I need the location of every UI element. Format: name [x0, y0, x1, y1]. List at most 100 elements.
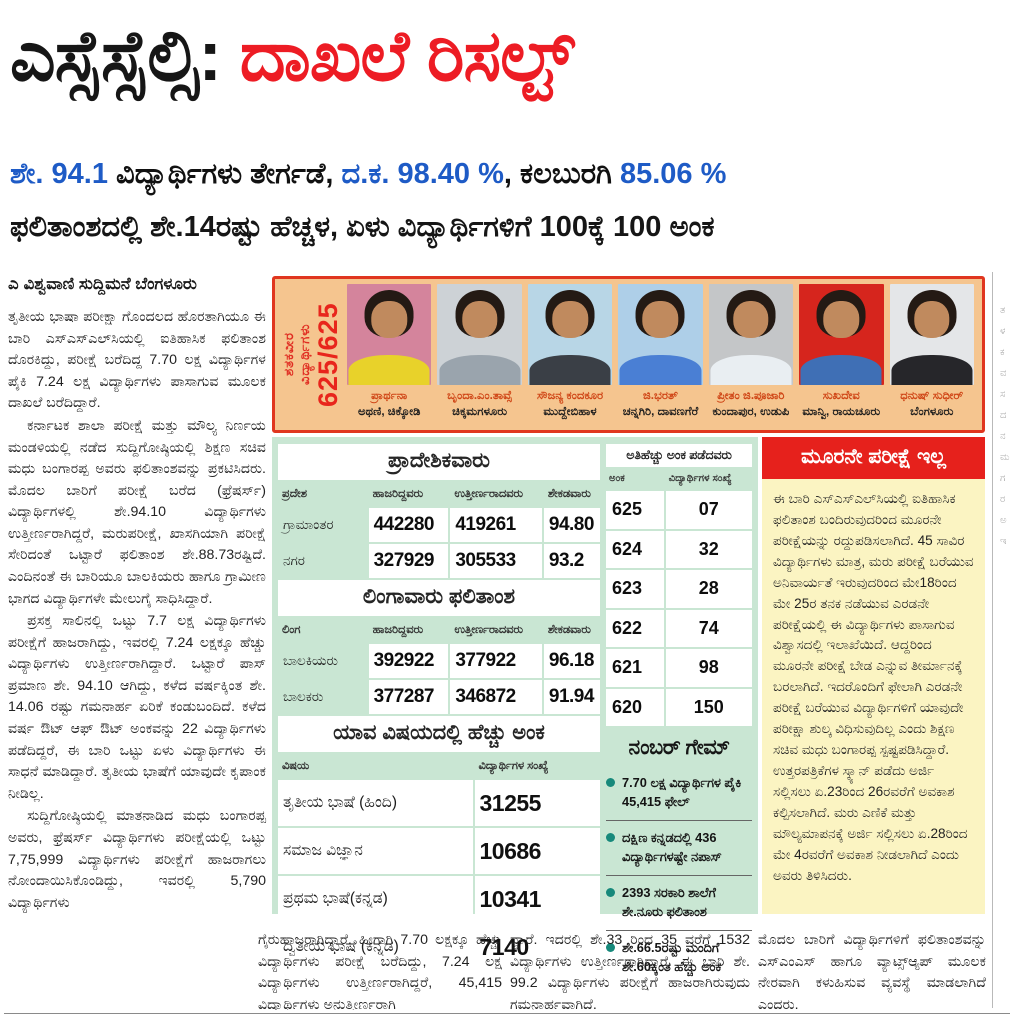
- table-cell: 10341: [474, 876, 600, 922]
- table-cell: 620: [606, 688, 664, 726]
- top-scores-table: ಅಂಕ ವಿದ್ಯಾರ್ಥಿಗಳ ಸಂಖ್ಯೆ 625 07 624 32 62…: [606, 469, 752, 726]
- student-name: ಬೃಂದಾ.ಎಂ.ತಾವ್ಸೆ: [447, 389, 513, 402]
- toppers-label-line1: ಶತಕವೀರ: [280, 332, 296, 377]
- student-photo: [437, 284, 522, 385]
- topper-student-card: ಸೌಜನ್ಯ ಕಂದಕೂರ ಮುದ್ದೇಬಿಹಾಳ: [525, 283, 615, 426]
- table-header-cell: ಉತ್ತೀರ್ಣರಾದವರು: [454, 623, 523, 636]
- bullet-icon: [606, 888, 615, 898]
- table-cell: 28: [665, 570, 752, 608]
- table-cell: 377287: [368, 680, 449, 714]
- subhead-kalaburagi-percent: 85.06 %: [619, 158, 727, 190]
- table-cell: 74: [665, 609, 752, 647]
- no-third-exam-title: ಮೂರನೇ ಪರೀಕ್ಷೆ ಇಲ್ಲ: [762, 437, 985, 479]
- no-third-exam-body: ಈ ಬಾರಿ ಎಸ್‌ಎಸ್‌ಎಲ್‌ಸಿಯಲ್ಲಿ ಐತಿಹಾಸಿಕ ಫಲಿತ…: [773, 491, 974, 883]
- article-bottom-column-2: ಗೈರುಹಾಜರಾಗಿದ್ದಾರೆ. ಹೀಗಾಗಿ 7.70 ಲಕ್ಷಕ್ಕೂ …: [258, 932, 502, 1010]
- subhead-pass-percent: ಶೇ. 94.1: [10, 158, 117, 190]
- toppers-vertical-label: ಶತಕವೀರ ವಿದ್ಯಾರ್ಥಿಗಳು 625/625: [280, 283, 344, 426]
- table-cell: 96.18: [543, 644, 600, 678]
- subjects-table-title: ಯಾವ ವಿಷಯದಲ್ಲಿ ಹೆಚ್ಚು ಅಂಕ: [278, 716, 600, 752]
- article-paragraph: ಪ್ರಸಕ್ತ ಸಾಲಿನಲ್ಲಿ ಒಟ್ಟು 7.7 ಲಕ್ಷ ವಿದ್ಯಾರ…: [8, 613, 266, 802]
- table-header-cell: ವಿಷಯ: [282, 759, 310, 772]
- table-cell: 32: [665, 530, 752, 568]
- table-cell: ತೃತೀಯ ಭಾಷೆ (ಹಿಂದಿ): [278, 780, 473, 826]
- student-name: ಸುಖದೇವ: [822, 389, 860, 402]
- bottom-rule: [4, 1013, 1010, 1014]
- number-game-text: ಶೇ.66.5ರಷ್ಟು ಮಂದಿಗೆ ಶೇ.60ಕ್ಕಿಂತ ಹೆಚ್ಚು ಅ…: [622, 940, 722, 974]
- table-cell: ದ್ವಿತೀಯ ಭಾಷೆ (ಕನ್ನಡ): [278, 924, 473, 970]
- article-bottom-column-3: ದ್ದಾರೆ. ಇದರಲ್ಲಿ ಶೇ.33 ರಿಂದ 35 ವರೆಗೆ 1532…: [510, 932, 750, 1010]
- student-place: ಚನ್ನಗಿರಿ, ದಾವಣಗೆರೆ: [622, 405, 699, 418]
- byline: ಎ ವಿಶ್ವವಾಣಿ ಸುದ್ದಿಮನೆ ಬೆಂಗಳೂರು: [8, 272, 266, 297]
- article-left-column: ಎ ವಿಶ್ವವಾಣಿ ಸುದ್ದಿಮನೆ ಬೆಂಗಳೂರು ತೃತೀಯ ಭಾಷಾ…: [8, 270, 266, 1010]
- table-cell: 31255: [474, 780, 600, 826]
- no-third-exam-box: ಮೂರನೇ ಪರೀಕ್ಷೆ ಇಲ್ಲ ಈ ಬಾರಿ ಎಸ್‌ಎಸ್‌ಎಲ್‌ಸಿ…: [762, 437, 985, 914]
- student-photo: [618, 284, 703, 385]
- table-cell: 91.94: [543, 680, 600, 714]
- regional-table-title: ಪ್ರಾದೇಶಿಕವಾರು: [278, 444, 600, 480]
- student-name: ಧನುಷ್ ಸುಧೀರ್: [900, 389, 964, 402]
- table-cell: 7140: [474, 924, 600, 970]
- statistics-tables-column: ಪ್ರಾದೇಶಿಕವಾರು ಪ್ರದೇಶ ಹಾಜರಿದ್ದವರು ಉತ್ತೀರ್…: [278, 444, 600, 972]
- table-cell: 150: [665, 688, 752, 726]
- article-paragraph: ತೃತೀಯ ಭಾಷಾ ಪರೀಕ್ಷಾ ಗೊಂದಲದ ಹೊರತಾಗಿಯೂ ಈ ಬಾ…: [8, 309, 266, 412]
- student-photo: [347, 284, 432, 385]
- student-name: ಸೌಜನ್ಯ ಕಂದಕೂರ: [536, 389, 604, 402]
- table-cell: 94.80: [543, 508, 600, 542]
- number-game-text: 2393 ಸರಕಾರಿ ಶಾಲೆಗೆ ಶೇ.ನೂರು ಫಲಿತಾಂಶ: [622, 885, 716, 919]
- topper-student-card: ಬೃಂದಾ.ಎಂ.ತಾವ್ಸೆ ಚಿಕ್ಕಮಗಳೂರು: [434, 283, 524, 426]
- number-game-item: ದಕ್ಷಿಣ ಕನ್ನಡದಲ್ಲಿ 436 ವಿದ್ಯಾರ್ಥಿಗಳಷ್ಟೇ ನ…: [606, 821, 752, 877]
- regional-table: ಪ್ರದೇಶ ಹಾಜರಿದ್ದವರು ಉತ್ತೀರ್ಣರಾದವರು ಶೇಕಡವಾ…: [278, 482, 600, 578]
- subhead-text-1: ವಿದ್ಯಾರ್ಥಿಗಳು ತೇರ್ಗಡೆ,: [116, 158, 342, 190]
- table-cell: 624: [606, 530, 664, 568]
- topper-student-card: ಸುಖದೇವ ಮಾನ್ವಿ, ರಾಯಚೂರು: [796, 283, 886, 426]
- subhead-text-2: , ಕಲಬುರಗಿ: [503, 158, 620, 190]
- article-paragraph: ಸುದ್ದಿಗೋಷ್ಠಿಯಲ್ಲಿ ಮಾತನಾಡಿದ ಮಧು ಬಂಗಾರಪ್ಪ …: [8, 808, 266, 911]
- student-place: ಮುದ್ದೇಬಿಹಾಳ: [543, 405, 597, 418]
- gender-table: ಲಿಂಗ ಹಾಜರಿದ್ದವರು ಉತ್ತೀರ್ಣರಾದವರು ಶೇಕಡವಾರು…: [278, 618, 600, 714]
- student-name: ಪ್ರಾರ್ಥನಾ: [371, 389, 408, 402]
- table-header-cell: ಉತ್ತೀರ್ಣರಾದವರು: [454, 487, 523, 500]
- number-game-text: ದಕ್ಷಿಣ ಕನ್ನಡದಲ್ಲಿ 436 ವಿದ್ಯಾರ್ಥಿಗಳಷ್ಟೇ ನ…: [622, 830, 722, 864]
- student-photo: [799, 284, 884, 385]
- bullet-icon: [606, 943, 615, 953]
- top-scores-column: ಅತಿಹೆಚ್ಚು ಅಂಕ ಪಡೆದವರು ಅಂಕ ವಿದ್ಯಾರ್ಥಿಗಳ ಸ…: [606, 444, 752, 985]
- table-cell: 98: [665, 649, 752, 687]
- table-cell: 07: [665, 491, 752, 529]
- table-cell: ಬಾಲಕರು: [283, 689, 324, 704]
- topper-student-card: ಪ್ರೀತಂ ಜಿ.ಪೂಜಾರಿ ಕುಂದಾಪುರ, ಉಡುಪಿ: [706, 283, 796, 426]
- table-cell: ಪ್ರಥಮ ಭಾಷೆ(ಕನ್ನಡ): [278, 876, 473, 922]
- student-name: ಪ್ರೀತಂ ಜಿ.ಪೂಜಾರಿ: [717, 389, 785, 402]
- byline-text: ವಿಶ್ವವಾಣಿ ಸುದ್ದಿಮನೆ ಬೆಂಗಳೂರು: [23, 275, 197, 293]
- subheadline-2: ಫಲಿತಾಂಶದಲ್ಲಿ ಶೇ.14ರಷ್ಟು ಹೆಚ್ಚಳ, ಏಳು ವಿದ್…: [10, 211, 715, 243]
- table-header-cell: ಅಂಕ: [609, 473, 625, 484]
- student-photo: [889, 284, 974, 385]
- table-cell: ಸಮಾಜ ವಿಜ್ಞಾನ: [278, 828, 473, 874]
- table-cell: 625: [606, 491, 664, 529]
- gender-table-title: ಲಿಂಗಾವಾರು ಫಲಿತಾಂಶ: [278, 580, 600, 616]
- bullet-icon: [606, 778, 615, 787]
- toppers-label-line2: ವಿದ್ಯಾರ್ಥಿಗಳು: [296, 323, 312, 386]
- table-cell: 623: [606, 570, 664, 608]
- table-cell: 392922: [368, 644, 449, 678]
- student-photo: [708, 284, 794, 385]
- student-place: ಬೆಂಗಳೂರು: [910, 405, 954, 418]
- table-cell: 10686: [474, 828, 600, 874]
- number-game-item: ಶೇ.66.5ರಷ್ಟು ಮಂದಿಗೆ ಶೇ.60ಕ್ಕಿಂತ ಹೆಚ್ಚು ಅ…: [606, 931, 752, 985]
- table-header-cell: ಪ್ರದೇಶ: [282, 487, 307, 500]
- article-bottom-column-4: ಮೊದಲ ಬಾರಿಗೆ ವಿದ್ಯಾರ್ಥಿಗಳಿಗೆ ಫಲಿತಾಂಶವನ್ನು…: [758, 932, 986, 1010]
- topper-student-card: ಧನುಷ್ ಸುಧೀರ್ ಬೆಂಗಳೂರು: [887, 283, 977, 426]
- table-header-cell: ಶೇಕಡವಾರು: [547, 487, 591, 500]
- table-cell: 621: [606, 649, 664, 687]
- main-headline: ಎಸ್ಸೆಸ್ಸೆಲ್ಸಿ: ದಾಖಲೆ ರಿಸಲ್ಟ್: [10, 2, 1005, 112]
- column-divider: [992, 272, 993, 1008]
- student-place: ಕುಂದಾಪುರ, ಉಡುಪಿ: [712, 405, 790, 418]
- table-cell: 442280: [368, 508, 449, 542]
- table-cell: 327929: [368, 544, 449, 578]
- table-header-cell: ಹಾಜರಿದ್ದವರು: [372, 623, 424, 636]
- toppers-score: 625/625: [312, 302, 343, 407]
- table-header-cell: ವಿದ್ಯಾರ್ಥಿಗಳ ಸಂಖ್ಯೆ: [668, 473, 732, 484]
- number-game-section: ನಂಬರ್ ಗೇಮ್ 7.70 ಲಕ್ಷ ವಿದ್ಯಾರ್ಥಿಗಳ ಪೈಕಿ 4…: [606, 736, 752, 985]
- headline-black-part: ಎಸ್ಸೆಸ್ಸೆಲ್ಸಿ:: [10, 17, 240, 96]
- number-game-text: 7.70 ಲಕ್ಷ ವಿದ್ಯಾರ್ಥಿಗಳ ಪೈಕಿ 45,415 ಫೇಲ್: [622, 775, 742, 809]
- table-header-cell: ಹಾಜರಿದ್ದವರು: [372, 487, 424, 500]
